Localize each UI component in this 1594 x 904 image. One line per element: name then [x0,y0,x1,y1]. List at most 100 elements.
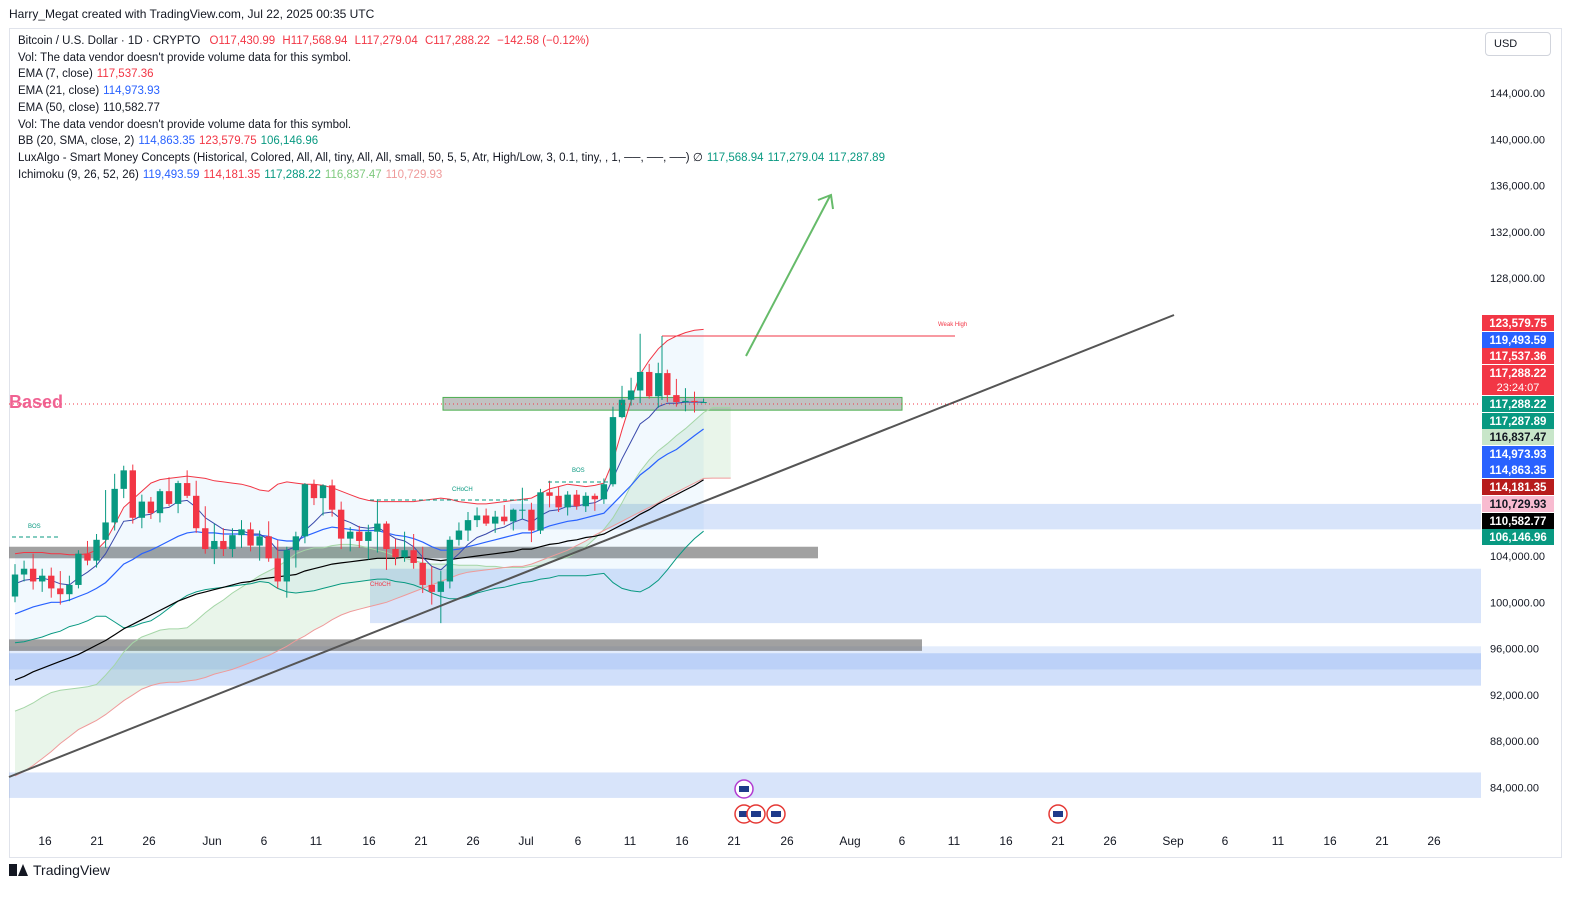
user-drawings: Weak High BOS CHoCH CHoCH BOS [8,193,1481,824]
price-label-box [1482,396,1554,412]
ichimoku-row[interactable]: Ichimoku (9, 26, 52, 26) 119,493.59 114,18… [18,167,885,184]
symbol-row[interactable]: Bitcoin / U.S. Dollar · 1D · CRYPTO O117… [18,33,885,50]
price-tick-label: 96,000.00 [1490,644,1539,656]
ema7-row[interactable]: EMA (7, close) 117,537.36 [18,66,885,83]
candle-body [537,492,544,531]
currency-label: USD [1494,38,1518,50]
ohlc-change: −142.58 (−0.12%) [497,35,590,47]
bb-basis: 114,863.35 [138,135,196,148]
candle-body [66,584,73,595]
bb-row[interactable]: BB (20, SMA, close, 2) 114,863.35 123,579.… [18,133,885,150]
vol-row-2[interactable]: Vol: The data vendor doesn't provide vol… [18,118,352,131]
luxalgo-v2: 117,279.04 [767,151,825,164]
price-label-text: 114,181.35 [1490,482,1548,494]
candle-body [283,550,290,582]
price-tick-label: 136,000.00 [1490,181,1545,193]
ema21-value: 114,973.93 [103,85,160,98]
candle-body [48,575,55,589]
candle-body [38,575,46,582]
ichimoku-label: Ichimoku (9, 26, 52, 26) [18,168,139,181]
time-tick-label: 11 [624,834,637,848]
candle-body [129,470,136,518]
candle-body [582,495,589,507]
candle-body [165,491,173,504]
candle-body [256,536,263,546]
price-label-text: 116,837.47 [1490,432,1547,444]
chart-frame [9,28,1562,858]
time-axis: 16 21 26 Jun 6 11 16 21 26 Jul 6 11 16 21 26 Aug 6 11 16 21… [38,834,1441,848]
vol-row-1[interactable]: Vol: The data vendor doesn't provide vol… [18,51,352,64]
candle-body [664,373,671,396]
candle-body [202,528,209,550]
candle-body [147,501,155,514]
price-label-text: 114,973.93 [1490,449,1547,461]
candle-body [337,509,345,539]
candle-body [365,531,372,541]
candle-body [501,516,508,522]
candle-body [682,400,689,403]
candle-body [609,417,617,485]
price-label-box [1482,462,1554,478]
candle-body [383,523,390,550]
bb-lower: 106,146.96 [260,135,319,148]
time-tick-label: 6 [575,834,582,848]
price-tick-label: 144,000.00 [1490,88,1545,100]
trend-line [8,314,1175,778]
order-block-zone [370,568,1481,624]
ema50-line [14,479,704,681]
price-label-box [1482,496,1554,512]
time-tick-label: 21 [1051,834,1065,848]
price-tick-label: 88,000.00 [1490,736,1539,748]
candle-body [75,553,82,585]
time-tick-label: Jul [518,834,533,848]
candle-body [356,531,363,541]
ichimoku-base: 114,181.35 [203,168,261,181]
event-flag-icon-fill [739,811,749,817]
candle-body [174,483,182,504]
choch-label-bear: CHoCH [370,582,391,588]
candle-body [419,562,426,585]
candle-body [491,516,499,524]
candle-body [646,371,653,397]
price-label-text: 117,288.22 [1490,368,1547,380]
ema21-row[interactable]: EMA (21, close) 114,973.93 [18,83,885,100]
time-tick-label: 16 [675,834,689,848]
ema50-row[interactable]: EMA (50, close) 110,582.77 [18,100,885,117]
price-tick-label: 100,000.00 [1490,597,1545,609]
time-tick-label: 26 [780,834,794,848]
candle-body [301,484,309,537]
price-label-text: 110,729.93 [1490,499,1547,511]
candle-body [238,529,245,536]
time-tick-label: 16 [999,834,1013,848]
time-tick-label: 11 [948,834,961,848]
ohlc-low: L117,279.04 [354,35,418,47]
price-axis: 144,000.00 140,000.00 136,000.00 132,000.00… [1490,88,1545,795]
event-flag-icon-fill [771,811,781,817]
candle-body [410,550,417,563]
currency-selector[interactable]: USD [1485,32,1551,56]
time-tick-label: Aug [839,834,860,848]
price-tick-label: 84,000.00 [1490,783,1539,795]
countdown-label: 23:24:07 [1497,382,1540,394]
price-label-text: 106,146.96 [1489,532,1547,544]
time-tick-label: 6 [899,834,906,848]
attribution-text: Harry_Megat created with TradingView.com… [9,7,375,21]
ohlc-close: C117,288.22 [424,35,490,47]
candle-body [93,539,100,561]
candle-body [229,535,236,550]
bb-lower-line [14,530,704,644]
ohlc-high: H117,568.94 [282,35,348,47]
price-label-box [1482,513,1554,529]
bos-label-left: BOS [28,524,41,530]
candle-body [347,531,354,539]
candle-body [546,492,553,496]
candle-body [655,373,662,397]
ema21-label: EMA (21, close) [18,85,100,98]
luxalgo-row[interactable]: LuxAlgo - Smart Money Concepts (Historic… [18,150,885,167]
candle-body [555,495,562,508]
bullish-arrow-shaft [745,195,831,357]
time-tick-label: 21 [414,834,428,848]
price-labels: 123,579.75 119,493.59 117,537.36 117,288.22… [1482,315,1554,545]
tradingview-logo[interactable]: TradingView [9,862,110,878]
